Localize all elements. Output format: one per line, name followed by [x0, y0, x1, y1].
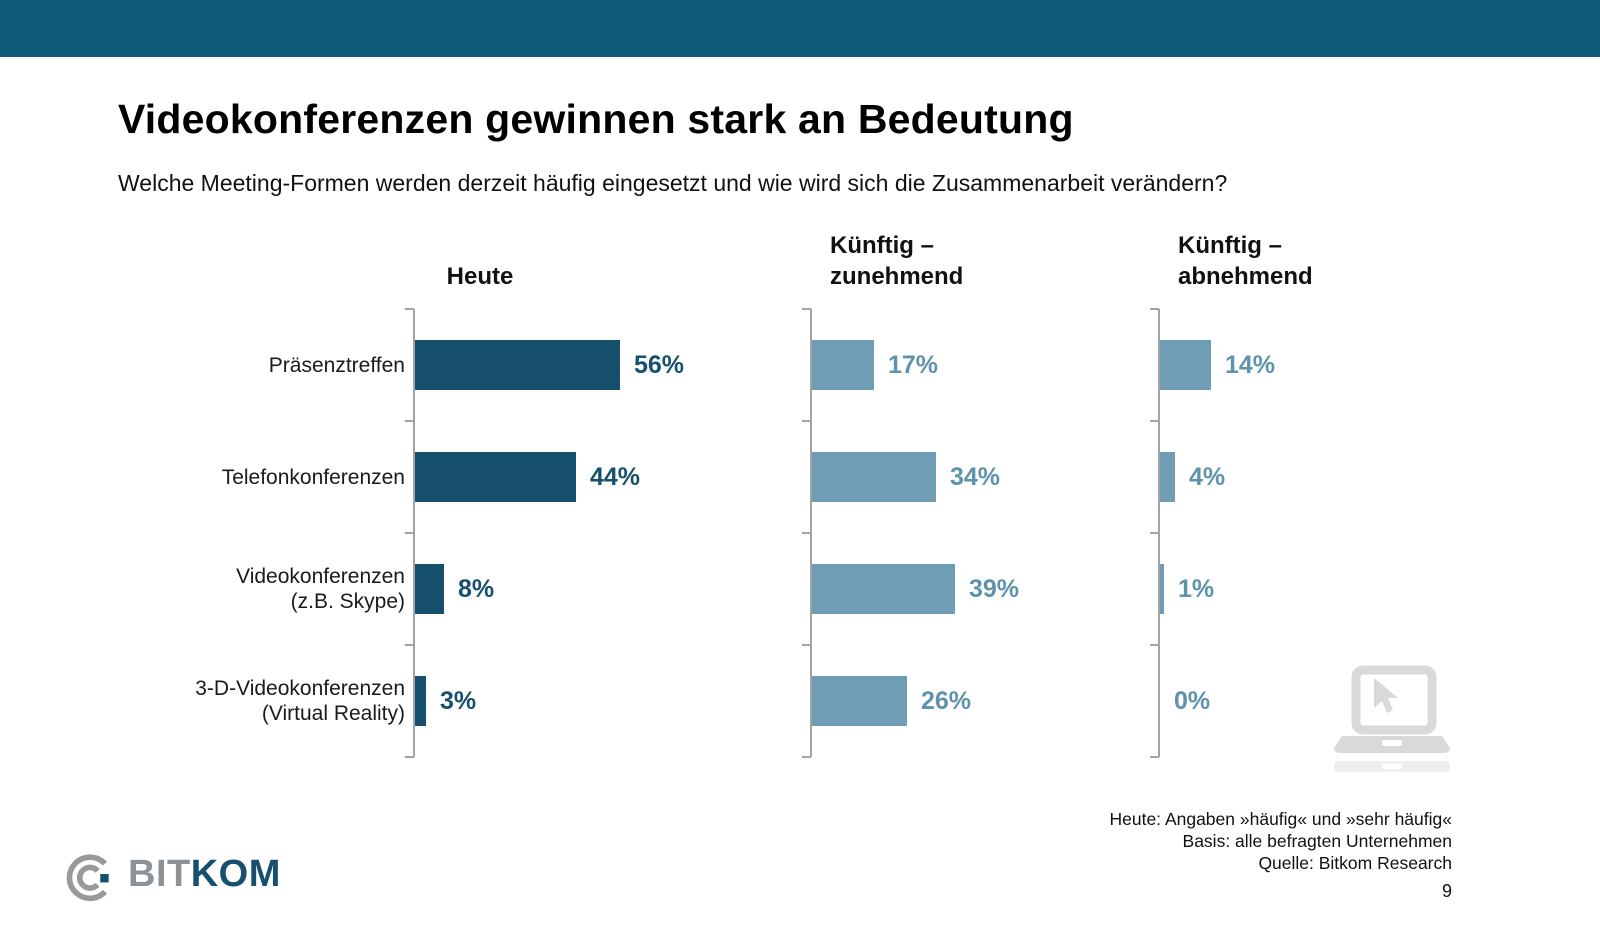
value-label: 39% — [969, 575, 1020, 603]
bar — [812, 340, 874, 390]
bar — [1160, 564, 1164, 614]
footnotes: Heute: Angaben »häufig« und »sehr häufig… — [1109, 808, 1452, 902]
category-label: 3-D-Videokonferenzen (Virtual Reality) — [195, 677, 405, 725]
value-label: 1% — [1178, 575, 1215, 603]
bitkom-wordmark: BITKOM — [128, 855, 281, 893]
logo-text-bit: BIT — [128, 853, 191, 895]
footnote-line: Basis: alle befragten Unternehmen — [1182, 831, 1452, 851]
axis-tick — [405, 420, 414, 422]
laptop-watermark-icon — [1326, 664, 1458, 791]
value-label: 3% — [440, 687, 477, 715]
value-label: 4% — [1189, 463, 1226, 491]
axis-tick — [405, 532, 414, 534]
axis-tick — [802, 420, 811, 422]
footnote-line: Quelle: Bitkom Research — [1258, 853, 1452, 873]
column-header: Künftig – abnehmend — [1178, 232, 1313, 290]
value-label: 44% — [590, 463, 641, 491]
axis-tick — [405, 308, 414, 310]
bar — [1160, 340, 1211, 390]
axis-tick — [1150, 756, 1159, 758]
axis-tick — [1150, 420, 1159, 422]
axis-tick — [802, 644, 811, 646]
axis-tick — [802, 756, 811, 758]
page-number: 9 — [1441, 881, 1452, 901]
axis-tick — [405, 644, 414, 646]
value-label: 56% — [634, 351, 685, 379]
bitkom-arc-mark-icon — [66, 854, 114, 902]
value-label: 26% — [921, 687, 972, 715]
category-label: Präsenztreffen — [268, 353, 405, 377]
axis-tick — [1150, 532, 1159, 534]
category-label: Telefonkonferenzen — [221, 465, 405, 489]
axis-tick — [1150, 308, 1159, 310]
subtitle-question: Welche Meeting-Formen werden derzeit häu… — [118, 170, 1228, 196]
column-header: Heute — [446, 263, 514, 290]
bar — [812, 676, 907, 726]
column-header: Künftig – zunehmend — [830, 232, 964, 290]
bitkom-logo: BITKOM — [62, 846, 281, 902]
bar — [1160, 452, 1175, 502]
laptop-icon — [1334, 665, 1450, 772]
bar — [415, 564, 444, 614]
axis-line — [1158, 309, 1160, 757]
value-label: 8% — [458, 575, 495, 603]
footnote-line: Heute: Angaben »häufig« und »sehr häufig… — [1109, 809, 1452, 829]
bar — [415, 340, 620, 390]
axis-line — [413, 309, 415, 757]
axis-tick — [802, 532, 811, 534]
axis-tick — [1150, 644, 1159, 646]
logo-text-kom: KOM — [190, 853, 281, 895]
bar — [415, 676, 426, 726]
value-label: 34% — [950, 463, 1001, 491]
value-label: 17% — [888, 351, 939, 379]
axis-tick — [802, 308, 811, 310]
axis-tick — [405, 756, 414, 758]
bar — [812, 452, 936, 502]
value-label: 0% — [1174, 687, 1211, 715]
value-label: 14% — [1225, 351, 1276, 379]
axis-line — [810, 309, 812, 757]
category-label: Videokonferenzen (z.B. Skype) — [236, 565, 405, 613]
bar — [415, 452, 576, 502]
page-title: Videokonferenzen gewinnen stark an Bedeu… — [118, 96, 1074, 142]
top-accent-bar — [0, 0, 1600, 57]
bar — [812, 564, 955, 614]
cursor-arrow-icon — [1374, 678, 1398, 713]
